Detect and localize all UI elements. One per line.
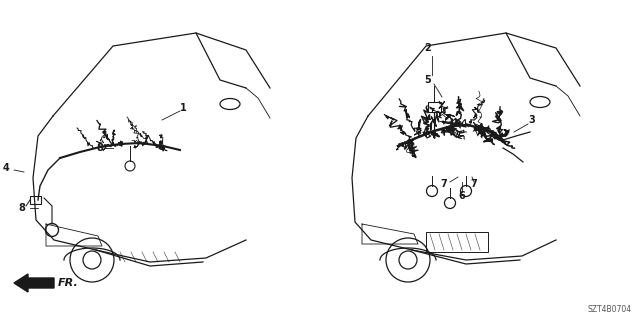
Text: 4: 4 xyxy=(3,163,10,173)
Text: 7: 7 xyxy=(470,179,477,189)
Text: 8: 8 xyxy=(19,203,26,213)
Text: 5: 5 xyxy=(424,75,431,85)
Text: FR.: FR. xyxy=(58,278,79,288)
Text: 6: 6 xyxy=(459,191,465,201)
Text: SZT4B0704: SZT4B0704 xyxy=(588,305,632,314)
Polygon shape xyxy=(14,274,54,292)
Text: 1: 1 xyxy=(180,103,186,113)
Text: 3: 3 xyxy=(529,115,536,125)
Text: 8: 8 xyxy=(97,143,104,153)
Text: 7: 7 xyxy=(440,179,447,189)
Text: 2: 2 xyxy=(424,43,431,53)
Bar xyxy=(30,196,41,204)
Bar xyxy=(428,102,441,112)
Bar xyxy=(426,232,488,252)
